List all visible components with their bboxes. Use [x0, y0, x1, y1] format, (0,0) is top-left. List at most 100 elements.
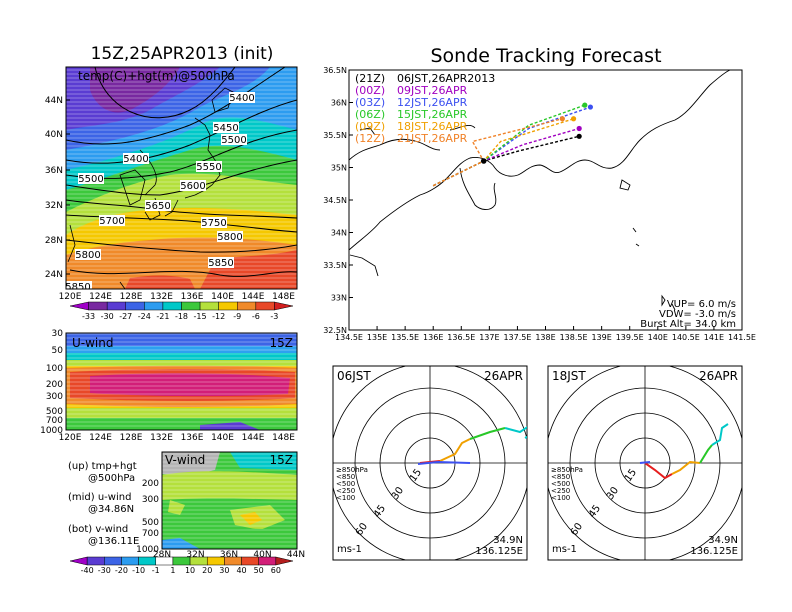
lon-tick-label: 148E — [272, 292, 295, 302]
svg-text:VUP= 6.0 m/s: VUP= 6.0 m/s — [667, 299, 736, 310]
left-lon-ticks: 120E 124E 128E 132E 136E 140E 144E 148E — [59, 292, 296, 302]
pressure-tick-label: 50 — [52, 346, 64, 356]
lon-tick-label: 139E — [591, 333, 611, 342]
pressure-tick-label: 200 — [46, 380, 63, 390]
colorbar-swatch — [125, 301, 145, 311]
level-key: <500 — [336, 480, 355, 488]
legend-time: 15JST,26APR — [397, 108, 468, 121]
lat-tick-label: 36.5N — [323, 66, 347, 75]
svg-text:(bot) v-wind: (bot) v-wind — [68, 524, 128, 535]
lon-tick-label: 120E — [59, 292, 82, 302]
launch-point — [480, 158, 487, 164]
lat-tick-label: 40N — [45, 130, 63, 140]
lat-tick-label: 34.5N — [323, 196, 347, 205]
hodograph-06jst: 06JST 26APR15304560≥850hPa<850<500<250<10… — [332, 365, 528, 561]
colorbar-label: -10 — [132, 566, 145, 575]
level-key: <850 — [551, 473, 570, 481]
lon-tick-label: 140.5E — [672, 333, 700, 342]
pressure-tick-label: 700 — [46, 416, 63, 426]
hodo-lat: 34.9N — [708, 535, 738, 546]
hodo-unit: ms-1 — [552, 544, 577, 555]
colorbar-swatch — [104, 556, 122, 566]
legend-time: 06JST,26APR2013 — [397, 72, 495, 85]
hodo-time: 18JST — [552, 369, 586, 383]
colorbar-swatch — [206, 556, 225, 566]
lon-tick-label: 138E — [535, 333, 555, 342]
vwind-time: 15Z — [270, 453, 294, 467]
legend-id: (03Z) — [355, 96, 385, 109]
colorbar-swatch — [162, 301, 182, 311]
level-key: <250 — [336, 487, 355, 495]
lat-tick-label: 33N — [331, 294, 347, 303]
lon-tick-label: 141.5E — [728, 333, 756, 342]
lon-tick-label: 128E — [120, 292, 143, 302]
legend-id: (09Z) — [355, 120, 385, 133]
burst-point — [587, 104, 594, 110]
colorbar-label: -12 — [212, 312, 225, 321]
colorbar-swatch — [218, 301, 238, 311]
hodograph-trace — [671, 460, 701, 475]
lon-tick-label: 135.5E — [391, 333, 419, 342]
lon-tick-label: 132E — [150, 292, 173, 302]
colorbar-label: 30 — [219, 566, 229, 575]
colorbar-label: 50 — [254, 566, 264, 575]
track-line — [432, 127, 580, 187]
level-key: <250 — [551, 487, 570, 495]
lat-tick-label: 44N — [45, 96, 63, 106]
colorbar-label: -3 — [270, 312, 278, 321]
svg-text:5650: 5650 — [145, 201, 170, 212]
svg-text:5600: 5600 — [180, 181, 205, 192]
colorbar-swatch — [106, 301, 126, 311]
legend-time: 21JST,26APR — [397, 132, 468, 145]
lon-tick-label: 136E — [181, 433, 204, 443]
hodograph-trace — [699, 444, 713, 464]
colorbar-swatch — [181, 301, 201, 311]
legend-id: (00Z) — [355, 84, 385, 97]
burst-point — [576, 133, 582, 139]
lat-tick-label: 44N — [287, 550, 305, 560]
hodo-lat: 34.9N — [493, 535, 523, 546]
svg-text:@500hPa: @500hPa — [88, 473, 135, 484]
lon-tick-label: 120E — [59, 433, 82, 443]
svg-text:@34.86N: @34.86N — [88, 504, 134, 515]
colorbar-swatch — [88, 301, 108, 311]
svg-text:@136.11E: @136.11E — [88, 536, 139, 547]
lon-tick-label: 144E — [242, 433, 265, 443]
hodo-unit: ms-1 — [337, 544, 362, 555]
hodograph-trace — [639, 461, 651, 464]
temperature-colorbar: -33 -30 -27 -24 -21 -18 -15 -12 -9 -6 -3 — [69, 301, 294, 321]
uwind-lon-ticks: 120E 124E 128E 132E 136E 140E 144E 148E — [59, 433, 296, 443]
legend-time: 09JST,26APR — [397, 84, 468, 97]
svg-text:VDW= -3.0 m/s: VDW= -3.0 m/s — [659, 309, 736, 320]
colorbar-label: -6 — [252, 312, 260, 321]
lon-tick-label: 128E — [120, 433, 143, 443]
colorbar-swatch — [241, 556, 259, 566]
pressure-tick-label: 1000 — [136, 545, 159, 555]
burst-point — [559, 116, 565, 122]
lat-tick-label: 35N — [331, 164, 347, 173]
lat-tick-label: 36N — [45, 166, 63, 176]
svg-text:Burst Alt= 34.0 km: Burst Alt= 34.0 km — [640, 319, 736, 330]
hodo-date: 26APR — [484, 369, 523, 383]
colorbar-label: -18 — [175, 312, 188, 321]
lon-tick-label: 137E — [479, 333, 499, 342]
pressure-tick-label: 300 — [142, 495, 159, 505]
svg-text:5700: 5700 — [99, 216, 124, 227]
burst-point — [582, 102, 588, 108]
colorbar-swatch — [258, 556, 277, 566]
pressure-tick-label: 100 — [46, 364, 63, 374]
lon-tick-label: 136E — [181, 292, 204, 302]
pressure-tick-label: 500 — [142, 518, 159, 528]
left-lat-ticks: 44N 40N 36N 32N 28N 24N — [45, 96, 70, 280]
level-key: <100 — [551, 494, 570, 502]
colorbar-label: 20 — [202, 566, 212, 575]
colorbar-label: -30 — [101, 312, 114, 321]
lon-tick-label: 139.5E — [616, 333, 644, 342]
right-lon-ticks: 134.5E 135E 135.5E 136E 136.5E 137E 137.5E 138E… — [335, 326, 756, 342]
level-key: <850 — [336, 473, 355, 481]
colorbar-label: -33 — [82, 312, 95, 321]
colorbar-swatch — [69, 556, 88, 566]
colorbar-swatch — [237, 301, 257, 311]
